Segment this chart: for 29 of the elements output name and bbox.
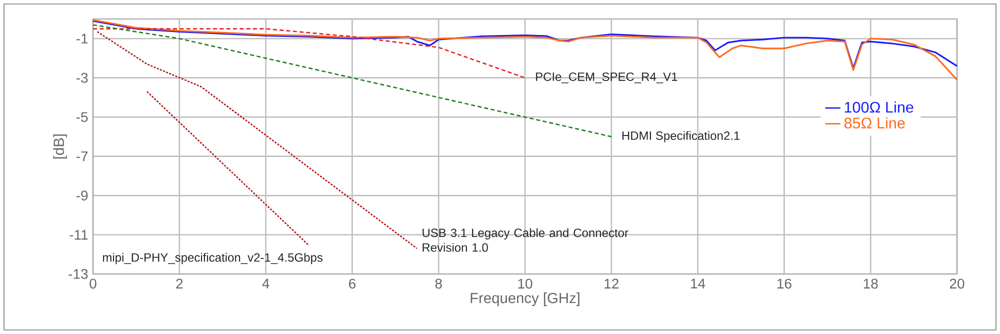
- x-tick-label: 16: [777, 278, 792, 289]
- legend-label: 100Ω Line: [844, 101, 914, 113]
- x-tick-label: 20: [950, 278, 964, 289]
- x-tick-label: 10: [518, 278, 532, 289]
- y-tick-label: -3: [76, 72, 88, 83]
- y-tick-label: -11: [70, 230, 88, 240]
- y-tick-label: -5: [76, 112, 88, 122]
- y-axis-title: [dB]: [53, 134, 67, 158]
- line-series: [92, 20, 958, 69]
- x-axis-title: Frequency [GHz]: [470, 292, 580, 306]
- series-label: mipi_D-PHY_specification_v2-1_4.5Gbps: [102, 252, 322, 264]
- series-label: PCIe_CEM_SPEC_R4_V1: [536, 72, 678, 84]
- x-tick-label: 8: [435, 278, 442, 289]
- x-tick-label: 6: [349, 278, 356, 289]
- x-tick-label: 0: [90, 278, 96, 289]
- y-tick-label: -1: [76, 34, 88, 44]
- line-series: [92, 28, 526, 79]
- x-tick-label: 18: [864, 278, 878, 289]
- series-label: HDMI Specification2.1: [622, 131, 740, 142]
- y-tick-label: -13: [68, 269, 88, 279]
- y-tick-label: -7: [76, 151, 88, 162]
- line-series: [96, 31, 418, 250]
- y-tick-label: -9: [76, 190, 88, 200]
- x-tick-label: 12: [604, 278, 618, 288]
- legend-label: 85Ω Line: [844, 117, 905, 128]
- series-label: USB 3.1 Legacy Cable and Connector Revision 1.0: [422, 228, 628, 252]
- x-tick-label: 2: [176, 278, 183, 288]
- x-tick-label: 4: [262, 278, 270, 288]
- x-tick-label: 14: [691, 278, 706, 288]
